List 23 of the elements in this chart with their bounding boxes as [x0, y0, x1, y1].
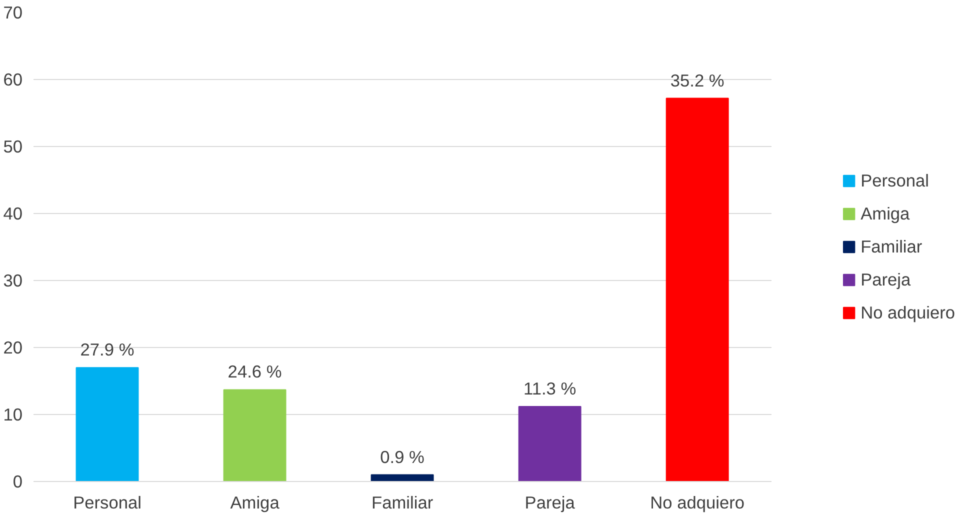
y-tick-label: 50 [3, 136, 23, 156]
x-tick-label: Amiga [230, 492, 280, 512]
y-tick-label: 60 [3, 70, 23, 90]
legend-label: No adquiero [860, 302, 955, 323]
legend-label: Familiar [860, 236, 922, 257]
y-tick-label: 10 [3, 404, 23, 424]
annotation: 24.6 % [228, 362, 282, 382]
x-tick-label: Familiar [371, 492, 434, 512]
x-tick-label: No adquiero [650, 492, 745, 512]
annotation: 0.9 % [380, 446, 424, 467]
y-tick-label: 70 [3, 2, 23, 22]
x-tick-label: Pareja [524, 492, 576, 512]
annotation: 27.9 % [80, 340, 134, 360]
legend-label: Pareja [860, 269, 911, 290]
legend-label: Personal [860, 170, 929, 191]
annotation: 11.3 % [523, 378, 576, 398]
x-tick-label: Personal [73, 492, 142, 512]
legend-label: Amiga [860, 203, 910, 224]
y-tick-label: 30 [3, 270, 23, 290]
y-tick-label: 20 [3, 338, 23, 358]
y-tick-label: 40 [3, 204, 23, 224]
y-tick-label: 0 [12, 472, 23, 492]
annotation: 35.2 % [670, 70, 724, 90]
